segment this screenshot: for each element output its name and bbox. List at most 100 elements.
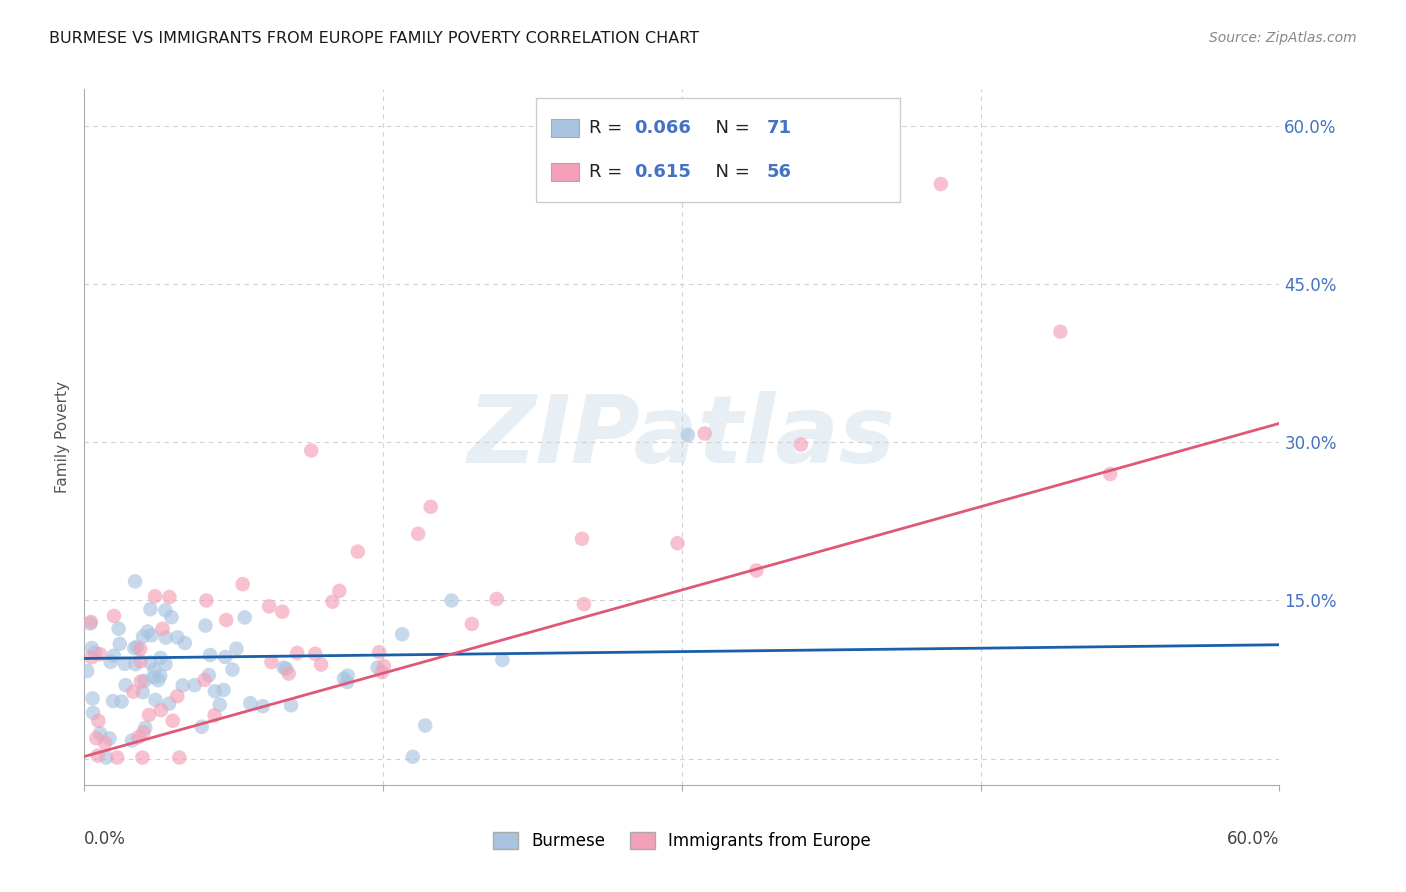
- Text: 0.066: 0.066: [634, 119, 690, 136]
- Point: [260, 655, 283, 669]
- Point: [89, 726, 111, 740]
- Point: [94, 736, 117, 750]
- Point: [157, 697, 180, 711]
- Point: [440, 593, 463, 607]
- Point: [150, 703, 173, 717]
- Point: [89, 647, 111, 661]
- Point: [285, 646, 308, 660]
- Point: [271, 605, 294, 619]
- Point: [221, 663, 243, 677]
- Point: [190, 720, 212, 734]
- Point: [159, 590, 181, 604]
- Point: [121, 733, 143, 747]
- Point: [252, 699, 274, 714]
- Point: [321, 595, 343, 609]
- Point: [148, 673, 170, 688]
- Point: [239, 696, 262, 710]
- Point: [134, 721, 156, 735]
- Point: [204, 708, 226, 723]
- Point: [204, 684, 226, 698]
- Point: [336, 668, 359, 682]
- Point: [215, 613, 238, 627]
- Point: [139, 656, 162, 670]
- Point: [103, 648, 125, 663]
- Point: [141, 628, 163, 642]
- Point: [276, 662, 298, 676]
- Point: [143, 663, 166, 677]
- Point: [373, 659, 395, 673]
- Point: [125, 640, 148, 654]
- Point: [79, 616, 101, 631]
- Point: [336, 675, 359, 690]
- Point: [132, 685, 155, 699]
- Point: [174, 636, 197, 650]
- Point: [346, 544, 368, 558]
- Point: [461, 616, 484, 631]
- Point: [124, 574, 146, 589]
- Point: [299, 443, 322, 458]
- Point: [122, 684, 145, 698]
- Point: [257, 599, 280, 614]
- Point: [160, 610, 183, 624]
- Point: [134, 673, 156, 688]
- Point: [105, 750, 128, 764]
- Point: [693, 426, 716, 441]
- Point: [413, 718, 436, 732]
- Point: [87, 748, 110, 763]
- Point: [195, 593, 218, 607]
- Point: [129, 674, 152, 689]
- Point: [86, 731, 108, 746]
- Point: [572, 597, 595, 611]
- Point: [155, 631, 177, 645]
- Text: ZIPatlas: ZIPatlas: [468, 391, 896, 483]
- Point: [152, 622, 174, 636]
- Point: [103, 608, 125, 623]
- Point: [277, 666, 299, 681]
- Point: [149, 650, 172, 665]
- Point: [129, 654, 152, 668]
- Point: [371, 665, 394, 680]
- Text: R =: R =: [589, 163, 628, 181]
- Point: [406, 526, 429, 541]
- Point: [212, 682, 235, 697]
- Legend: Burmese, Immigrants from Europe: Burmese, Immigrants from Europe: [486, 825, 877, 856]
- Point: [328, 583, 350, 598]
- Point: [402, 749, 425, 764]
- Point: [98, 731, 121, 746]
- Point: [114, 678, 136, 692]
- Point: [80, 615, 103, 629]
- Text: BURMESE VS IMMIGRANTS FROM EUROPE FAMILY POVERTY CORRELATION CHART: BURMESE VS IMMIGRANTS FROM EUROPE FAMILY…: [49, 31, 699, 46]
- Point: [132, 630, 155, 644]
- Text: Source: ZipAtlas.com: Source: ZipAtlas.com: [1209, 31, 1357, 45]
- Point: [676, 428, 699, 442]
- Point: [198, 648, 221, 662]
- Point: [87, 714, 110, 728]
- Point: [194, 618, 217, 632]
- Point: [132, 725, 155, 739]
- Point: [96, 750, 118, 764]
- Point: [82, 706, 104, 720]
- Text: 60.0%: 60.0%: [1227, 830, 1279, 848]
- Point: [309, 657, 332, 672]
- Point: [172, 678, 194, 692]
- Text: N =: N =: [704, 119, 756, 136]
- Text: 56: 56: [766, 163, 792, 181]
- Point: [84, 646, 107, 660]
- Point: [419, 500, 441, 514]
- Point: [142, 670, 165, 684]
- Point: [80, 650, 103, 665]
- Point: [108, 637, 131, 651]
- Point: [333, 672, 356, 686]
- Point: [145, 693, 167, 707]
- Point: [100, 655, 122, 669]
- Point: [110, 695, 132, 709]
- Point: [225, 641, 247, 656]
- Point: [790, 437, 813, 451]
- Point: [169, 750, 191, 764]
- Point: [107, 622, 129, 636]
- Point: [80, 640, 103, 655]
- Point: [198, 668, 221, 682]
- Point: [82, 691, 104, 706]
- Point: [208, 698, 231, 712]
- Point: [162, 714, 184, 728]
